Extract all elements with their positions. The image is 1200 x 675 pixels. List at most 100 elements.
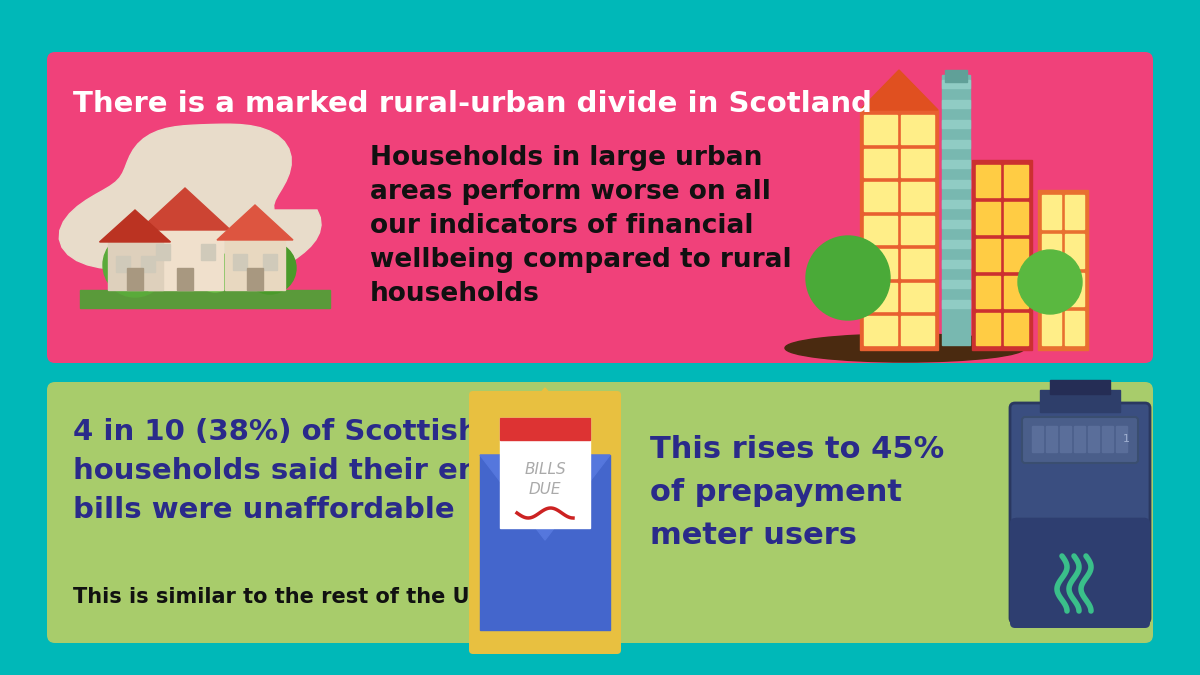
Bar xyxy=(500,418,590,440)
Bar xyxy=(1004,313,1028,345)
Polygon shape xyxy=(59,124,322,290)
Text: BILLS: BILLS xyxy=(524,462,566,477)
Bar xyxy=(942,180,970,188)
Text: households: households xyxy=(370,281,540,307)
Bar xyxy=(901,317,934,345)
Bar xyxy=(1004,202,1028,234)
Bar xyxy=(226,240,286,290)
Bar xyxy=(946,70,967,82)
Bar xyxy=(942,220,970,228)
Bar xyxy=(80,290,330,308)
Circle shape xyxy=(806,236,890,320)
Bar xyxy=(942,75,970,345)
Bar xyxy=(942,80,970,88)
Bar xyxy=(130,265,140,284)
Text: There is a marked rural-urban divide in Scotland: There is a marked rural-urban divide in … xyxy=(73,90,872,118)
Bar xyxy=(233,254,247,270)
Bar xyxy=(1042,311,1061,345)
Bar xyxy=(942,160,970,168)
Polygon shape xyxy=(530,388,560,405)
Bar xyxy=(1066,273,1084,306)
Bar xyxy=(1042,195,1061,229)
FancyBboxPatch shape xyxy=(469,391,622,654)
Bar xyxy=(942,300,970,308)
Text: 4 in 10 (38%) of Scottish
households said their energy
bills were unaffordable: 4 in 10 (38%) of Scottish households sai… xyxy=(73,418,552,524)
Bar xyxy=(1015,518,1145,526)
Bar xyxy=(1066,234,1084,267)
Bar xyxy=(1042,273,1061,306)
Bar xyxy=(901,115,934,144)
Bar xyxy=(1004,239,1028,271)
Bar xyxy=(1038,190,1088,350)
Bar xyxy=(480,455,610,630)
Bar xyxy=(864,216,898,244)
Bar xyxy=(864,283,898,311)
Text: our indicators of financial: our indicators of financial xyxy=(370,213,754,239)
Bar xyxy=(976,202,1000,234)
Bar xyxy=(942,240,970,248)
Bar xyxy=(942,200,970,208)
Text: DUE: DUE xyxy=(529,482,562,497)
Bar xyxy=(864,115,898,144)
Polygon shape xyxy=(100,210,170,242)
Bar xyxy=(864,148,898,177)
FancyBboxPatch shape xyxy=(1022,417,1138,463)
Bar xyxy=(942,280,970,288)
Bar xyxy=(901,216,934,244)
Bar xyxy=(1074,426,1085,452)
Bar xyxy=(976,239,1000,271)
Bar xyxy=(1066,311,1084,345)
Bar xyxy=(1040,390,1120,412)
Bar xyxy=(210,272,220,284)
Bar xyxy=(127,268,143,290)
Polygon shape xyxy=(480,455,610,540)
Bar xyxy=(247,268,263,290)
Bar xyxy=(156,244,169,260)
Bar xyxy=(942,120,970,128)
Text: This rises to 45%
of prepayment
meter users: This rises to 45% of prepayment meter us… xyxy=(650,435,944,549)
Text: This is similar to the rest of the UK (40%): This is similar to the rest of the UK (4… xyxy=(73,587,562,607)
Ellipse shape xyxy=(785,334,1025,362)
Bar xyxy=(901,249,934,278)
Circle shape xyxy=(103,233,167,297)
Text: 1: 1 xyxy=(1122,434,1129,444)
FancyBboxPatch shape xyxy=(1010,403,1150,623)
Bar xyxy=(178,268,193,290)
Bar xyxy=(140,256,155,272)
Bar xyxy=(864,317,898,345)
FancyBboxPatch shape xyxy=(47,52,1153,363)
Bar xyxy=(1066,195,1084,229)
FancyBboxPatch shape xyxy=(1010,518,1150,628)
Bar xyxy=(115,256,130,272)
Bar xyxy=(1060,426,1072,452)
Bar xyxy=(864,249,898,278)
Bar xyxy=(976,165,1000,197)
Bar xyxy=(942,100,970,108)
Bar xyxy=(901,283,934,311)
Bar xyxy=(1116,426,1127,452)
Circle shape xyxy=(194,252,235,292)
Bar xyxy=(842,278,853,303)
Circle shape xyxy=(1018,250,1082,314)
Bar xyxy=(1032,426,1043,452)
Polygon shape xyxy=(217,205,293,240)
FancyBboxPatch shape xyxy=(47,382,1153,643)
Text: areas perform worse on all: areas perform worse on all xyxy=(370,179,770,205)
Circle shape xyxy=(244,242,296,294)
Text: Households in large urban: Households in large urban xyxy=(370,145,762,171)
Bar xyxy=(1088,426,1099,452)
Text: wellbeing compared to rural: wellbeing compared to rural xyxy=(370,247,792,273)
Polygon shape xyxy=(139,188,230,230)
Bar xyxy=(265,268,275,284)
Bar xyxy=(864,182,898,211)
Bar xyxy=(108,242,162,290)
Bar xyxy=(200,244,215,260)
Bar xyxy=(942,260,970,268)
Bar xyxy=(901,182,934,211)
Bar xyxy=(1004,165,1028,197)
Bar xyxy=(1050,380,1110,394)
Bar xyxy=(901,148,934,177)
Bar xyxy=(1045,282,1055,301)
Bar xyxy=(972,160,1032,350)
Bar xyxy=(1042,234,1061,267)
